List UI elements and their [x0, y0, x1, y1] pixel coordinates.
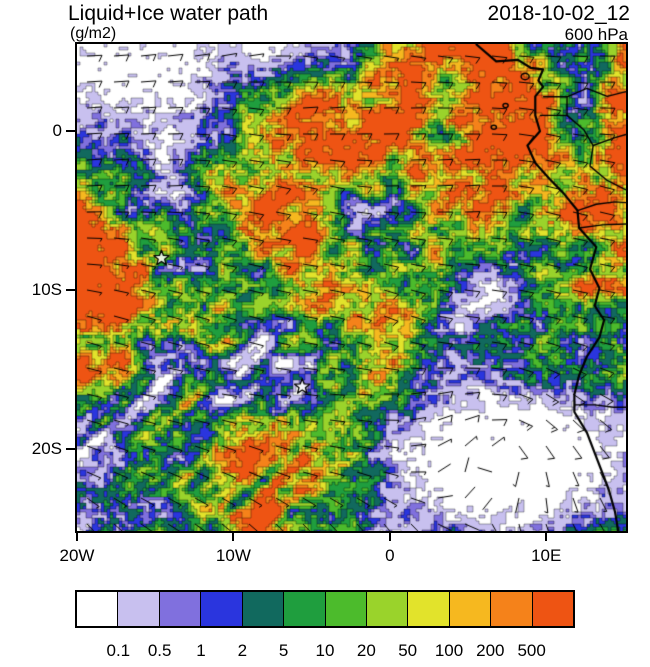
colorbar-label: 50 [398, 641, 418, 660]
y-tick [66, 447, 75, 450]
colorbar-label: 0.5 [147, 641, 172, 660]
colorbar-cell-3 [201, 592, 243, 626]
map-frame [75, 42, 628, 533]
colorbar-label: 5 [278, 641, 289, 660]
y-tick-label: 10S [31, 279, 62, 299]
y-tick-label: 20S [31, 438, 62, 458]
colorbar-cell-11 [532, 592, 574, 626]
colorbar-cell-1 [118, 592, 160, 626]
colorbar-cell-8 [408, 592, 450, 626]
colorbar-label: 200 [476, 641, 505, 660]
x-tick-label: 0 [385, 546, 395, 565]
y-tick-label: 0 [52, 121, 62, 141]
colorbar [75, 590, 575, 628]
colorbar-labels: 0.1 0.5 1 2 5 10 20 50 100 200 500 [75, 641, 575, 661]
units-label: (g/m2) [70, 25, 117, 42]
x-tick-label: 20W [59, 546, 95, 565]
x-tick [388, 533, 391, 541]
chart-title: Liquid+Ice water path [68, 2, 269, 25]
colorbar-label: 10 [315, 641, 335, 660]
map-canvas [77, 44, 626, 531]
colorbar-cell-2 [159, 592, 202, 626]
colorbar-cell-10 [491, 592, 533, 626]
colorbar-label: 2 [237, 641, 248, 660]
y-tick [66, 130, 75, 133]
colorbar-label: 500 [517, 641, 546, 660]
x-tick-label: 10E [531, 546, 562, 565]
x-tick [545, 533, 548, 541]
colorbar-label: 20 [356, 641, 376, 660]
colorbar-label: 100 [434, 641, 464, 660]
colorbar-cell-9 [449, 592, 492, 626]
colorbar-cell-7 [366, 592, 409, 626]
y-tick [66, 288, 75, 291]
colorbar-cell-0 [77, 592, 119, 626]
colorbar-cell-4 [242, 592, 285, 626]
colorbar-cell-5 [284, 592, 326, 626]
x-tick-label: 10W [215, 546, 251, 565]
colorbar-label: 0.1 [106, 641, 131, 660]
colorbar-label: 1 [196, 641, 206, 660]
x-tick [232, 533, 235, 541]
valid-time-label: 2018-10-02_12 [487, 2, 630, 25]
pressure-level-label: 600 hPa [564, 25, 628, 44]
colorbar-cell-6 [325, 592, 367, 626]
x-tick [76, 533, 78, 541]
